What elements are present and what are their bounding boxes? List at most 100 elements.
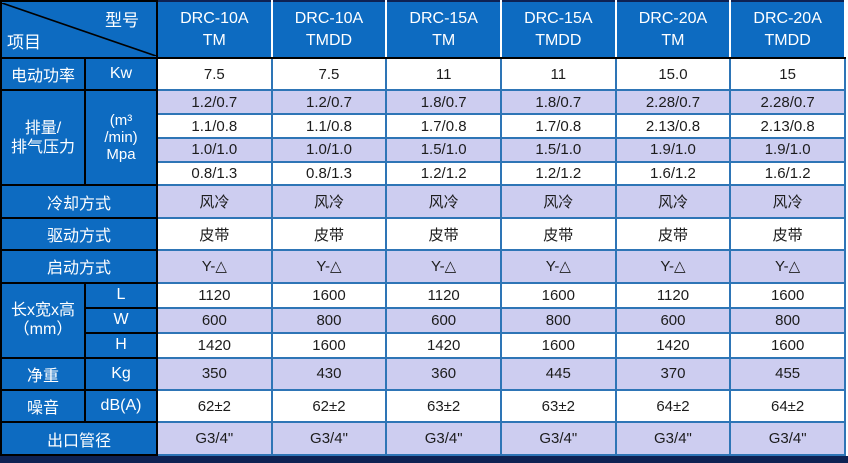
start-value-2: Y-△ <box>385 249 502 284</box>
row-displacement-1: 排量/ 排气压力 (m³ /min) Mpa 1.2/0.7 1.2/0.7 1… <box>0 89 846 187</box>
dim-h-4: 1420 <box>614 331 732 359</box>
model-name: DRC-10A <box>294 9 364 27</box>
outlet-value-0: G3/4" <box>156 421 273 456</box>
corner-item-label: 项目 <box>7 33 41 52</box>
dim-l-3: 1600 <box>499 281 617 309</box>
model-name: DRC-15A <box>409 9 478 27</box>
row-start: 启动方式 Y-△ Y-△ Y-△ Y-△ Y-△ Y-△ <box>0 249 846 284</box>
displacement-unit-line2: /min) <box>104 129 138 147</box>
outlet-value-3: G3/4" <box>499 421 617 456</box>
disp-r2-4: 2.13/0.8 <box>614 113 732 139</box>
weight-value-5: 455 <box>729 356 846 392</box>
disp-r3-0: 1.0/1.0 <box>156 136 273 163</box>
cooling-value-2: 风冷 <box>385 184 502 219</box>
dim-l-2: 1120 <box>385 281 502 309</box>
disp-r2-5: 2.13/0.8 <box>729 113 846 139</box>
power-value-5: 15 <box>729 56 846 92</box>
dims-unit-h: H <box>84 331 158 359</box>
disp-r1-3: 1.8/0.7 <box>499 89 617 116</box>
noise-value-0: 62±2 <box>156 388 273 424</box>
corner-cell: 型号 项目 <box>0 0 158 59</box>
drive-value-1: 皮带 <box>270 216 388 252</box>
dim-w-2: 600 <box>385 306 502 334</box>
header-row: 型号 项目 DRC-10A TM DRC-10A TMDD DRC-15A TM… <box>0 0 846 59</box>
dim-h-1: 1600 <box>270 331 388 359</box>
power-value-3: 11 <box>499 56 617 92</box>
disp-r2-1: 1.1/0.8 <box>270 113 388 139</box>
weight-value-4: 370 <box>614 356 732 392</box>
noise-label: 噪音 <box>0 388 86 424</box>
dim-h-0: 1420 <box>156 331 273 359</box>
dim-l-1: 1600 <box>270 281 388 309</box>
power-value-2: 11 <box>385 56 502 92</box>
displacement-unit-line3: Mpa <box>106 146 136 164</box>
dim-w-0: 600 <box>156 306 273 334</box>
noise-unit: dB(A) <box>84 388 158 424</box>
disp-r2-3: 1.7/0.8 <box>499 113 617 139</box>
disp-r3-4: 1.9/1.0 <box>614 136 732 163</box>
corner-model-label: 型号 <box>105 11 139 30</box>
dims-label: 长x宽x高 （mm） <box>0 281 86 359</box>
disp-r2-0: 1.1/0.8 <box>156 113 273 139</box>
noise-value-1: 62±2 <box>270 388 388 424</box>
model-variant: TM <box>202 31 226 49</box>
col-header-drc20a-tmdd: DRC-20A TMDD <box>729 0 846 59</box>
outlet-value-4: G3/4" <box>614 421 732 456</box>
row-dim-l: 长x宽x高 （mm） L 1120 1600 1120 1600 1120 16… <box>0 281 846 359</box>
col-header-drc10a-tm: DRC-10A TM <box>156 0 273 59</box>
cooling-value-4: 风冷 <box>614 184 732 219</box>
noise-value-2: 63±2 <box>385 388 502 424</box>
row-displacement-3: 1.0/1.0 1.0/1.0 1.5/1.0 1.5/1.0 1.9/1.0 … <box>1 136 846 163</box>
weight-value-3: 445 <box>499 356 617 392</box>
start-value-5: Y-△ <box>729 249 846 284</box>
cooling-value-1: 风冷 <box>270 184 388 219</box>
disp-r4-5: 1.6/1.2 <box>729 160 846 187</box>
dim-h-2: 1420 <box>385 331 502 359</box>
start-label: 启动方式 <box>0 249 158 284</box>
dim-w-5: 800 <box>729 306 846 334</box>
weight-value-1: 430 <box>270 356 388 392</box>
outlet-label: 出口管径 <box>0 421 158 456</box>
dim-l-5: 1600 <box>729 281 846 309</box>
drive-label: 驱动方式 <box>0 216 158 252</box>
noise-value-4: 64±2 <box>614 388 732 424</box>
model-variant: TM <box>661 31 685 49</box>
noise-value-5: 64±2 <box>729 388 846 424</box>
outlet-value-5: G3/4" <box>729 421 846 456</box>
disp-r3-1: 1.0/1.0 <box>270 136 388 163</box>
weight-value-2: 360 <box>385 356 502 392</box>
displacement-unit: (m³ /min) Mpa <box>84 89 158 187</box>
dim-l-0: 1120 <box>156 281 273 309</box>
disp-r3-5: 1.9/1.0 <box>729 136 846 163</box>
displacement-label-line1: 排量/ <box>24 119 62 137</box>
drive-value-2: 皮带 <box>385 216 502 252</box>
row-dim-h: H 1420 1600 1420 1600 1420 1600 <box>1 331 846 359</box>
disp-r1-4: 2.28/0.7 <box>614 89 732 116</box>
drive-value-4: 皮带 <box>614 216 732 252</box>
model-variant: TMDD <box>764 31 811 49</box>
dims-label-line1: 长x宽x高 <box>10 302 75 320</box>
drive-value-5: 皮带 <box>729 216 846 252</box>
cooling-value-0: 风冷 <box>156 184 273 219</box>
outlet-value-1: G3/4" <box>270 421 388 456</box>
col-header-drc15a-tm: DRC-15A TM <box>385 0 502 59</box>
model-name: DRC-20A <box>753 9 822 27</box>
dims-unit-w: W <box>84 306 158 334</box>
start-value-1: Y-△ <box>270 249 388 284</box>
col-header-drc15a-tmdd: DRC-15A TMDD <box>499 0 617 59</box>
row-cooling: 冷却方式 风冷 风冷 风冷 风冷 风冷 风冷 <box>0 184 846 219</box>
power-label: 电动功率 <box>0 56 86 92</box>
diagonal-line <box>2 3 156 56</box>
col-header-drc20a-tm: DRC-20A TM <box>614 0 732 59</box>
row-drive: 驱动方式 皮带 皮带 皮带 皮带 皮带 皮带 <box>0 216 846 252</box>
model-variant: TMDD <box>535 31 582 49</box>
model-name: DRC-10A <box>180 9 249 27</box>
displacement-label: 排量/ 排气压力 <box>0 89 86 187</box>
dim-w-1: 800 <box>270 306 388 334</box>
outlet-value-2: G3/4" <box>385 421 502 456</box>
start-value-0: Y-△ <box>156 249 273 284</box>
weight-unit: Kg <box>84 356 158 392</box>
power-value-4: 15.0 <box>614 56 732 92</box>
row-noise: 噪音 dB(A) 62±2 62±2 63±2 63±2 64±2 64±2 <box>0 388 846 424</box>
